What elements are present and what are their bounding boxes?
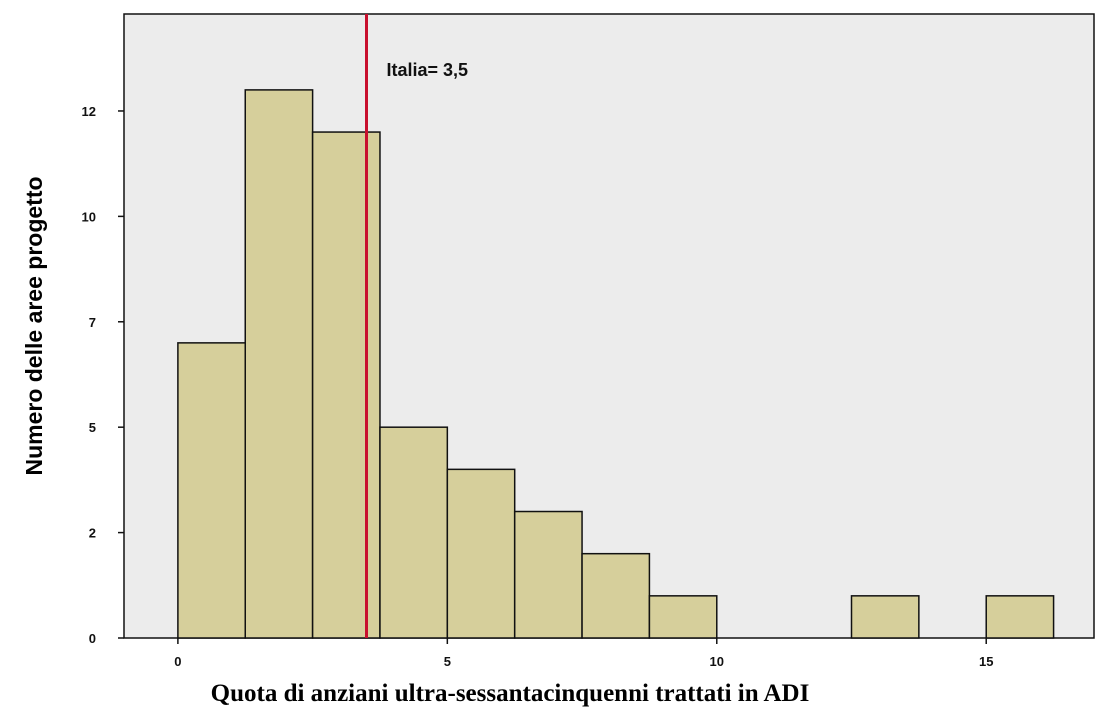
histogram-bar-6 — [581, 552, 651, 639]
histogram-bar-8 — [850, 595, 920, 639]
x-axis-ticks: 0 5 10 15 — [174, 638, 993, 669]
x-tick-label-3: 15 — [979, 654, 993, 669]
histogram-bar-2 — [311, 131, 381, 639]
y-axis-ticks: 0 2 5 7 10 12 — [82, 104, 124, 646]
y-tick-label-1: 2 — [89, 526, 96, 541]
y-tick-label-3: 7 — [89, 315, 96, 330]
y-tick-label-5: 12 — [82, 104, 96, 119]
y-axis-label: Numero delle aree progetto — [21, 176, 47, 475]
x-tick-label-0: 0 — [174, 654, 181, 669]
x-tick-label-1: 5 — [444, 654, 451, 669]
histogram-bar-7 — [648, 595, 718, 639]
histogram-bar-4 — [446, 468, 516, 639]
histogram-bar-9 — [985, 595, 1055, 639]
y-tick-label-2: 5 — [89, 420, 96, 435]
histogram-bar-0 — [177, 342, 246, 639]
y-tick-label-0: 0 — [89, 631, 96, 646]
x-tick-label-2: 10 — [710, 654, 724, 669]
italia-reference-label: Italia= 3,5 — [387, 60, 469, 80]
histogram-bar-1 — [244, 89, 314, 639]
x-axis-label: Quota di anziani ultra-sessantacinquenni… — [211, 680, 810, 707]
histogram-bar-3 — [379, 426, 449, 639]
histogram-bar-5 — [513, 510, 583, 639]
y-tick-label-4: 10 — [82, 209, 96, 224]
histogram-bars — [177, 89, 1055, 639]
